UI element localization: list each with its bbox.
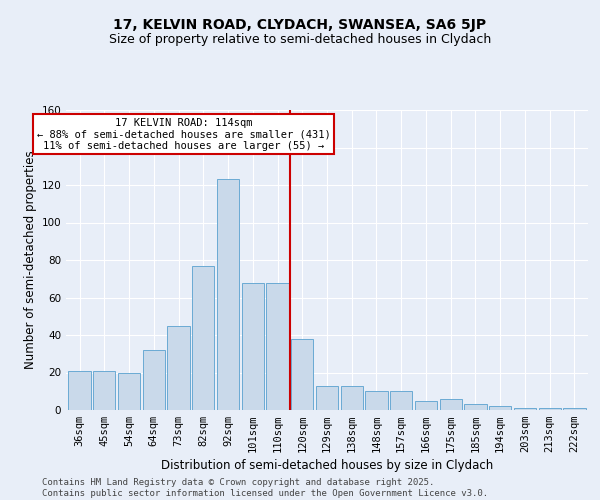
Bar [415, 400, 437, 410]
Bar [316, 386, 338, 410]
Bar [341, 386, 363, 410]
Bar [192, 266, 214, 410]
Bar [365, 391, 388, 410]
Bar [563, 408, 586, 410]
Bar [266, 282, 289, 410]
Bar [514, 408, 536, 410]
Text: Contains HM Land Registry data © Crown copyright and database right 2025.
Contai: Contains HM Land Registry data © Crown c… [42, 478, 488, 498]
Bar [539, 408, 561, 410]
Text: 17 KELVIN ROAD: 114sqm
← 88% of semi-detached houses are smaller (431)
11% of se: 17 KELVIN ROAD: 114sqm ← 88% of semi-det… [37, 118, 331, 150]
Bar [118, 372, 140, 410]
Bar [489, 406, 511, 410]
Text: 17, KELVIN ROAD, CLYDACH, SWANSEA, SA6 5JP: 17, KELVIN ROAD, CLYDACH, SWANSEA, SA6 5… [113, 18, 487, 32]
Bar [217, 180, 239, 410]
Bar [242, 282, 264, 410]
Bar [143, 350, 165, 410]
Bar [440, 399, 462, 410]
Bar [93, 370, 115, 410]
Text: Size of property relative to semi-detached houses in Clydach: Size of property relative to semi-detach… [109, 32, 491, 46]
Bar [167, 326, 190, 410]
Bar [291, 339, 313, 410]
Bar [68, 370, 91, 410]
X-axis label: Distribution of semi-detached houses by size in Clydach: Distribution of semi-detached houses by … [161, 460, 493, 472]
Y-axis label: Number of semi-detached properties: Number of semi-detached properties [24, 150, 37, 370]
Bar [390, 391, 412, 410]
Bar [464, 404, 487, 410]
